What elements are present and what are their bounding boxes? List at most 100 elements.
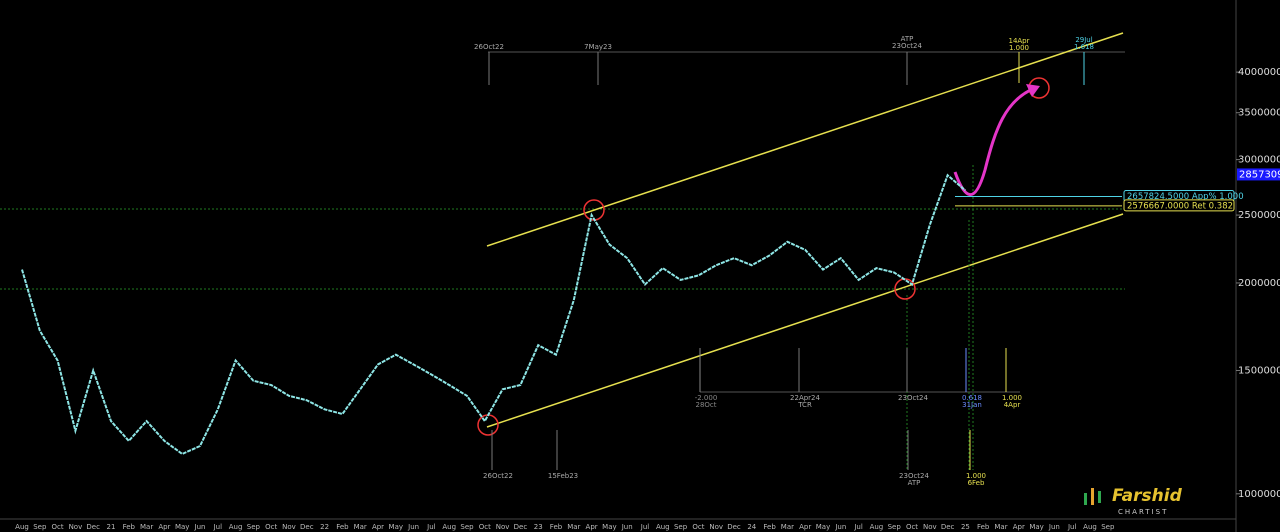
x-tick-label: Jun	[1048, 523, 1060, 531]
x-tick-label: Feb	[336, 523, 349, 531]
x-tick-label: 25	[961, 523, 970, 531]
y-tick-label: 2000000.0	[1238, 278, 1280, 289]
x-tick-label: Feb	[977, 523, 990, 531]
x-tick-label: Apr	[158, 523, 170, 531]
x-tick-label: Oct	[692, 523, 704, 531]
channel-line	[486, 32, 1124, 247]
x-tick-label: Feb	[123, 523, 136, 531]
x-tick-label: 23	[534, 523, 543, 531]
y-tick-label: 3500000.0	[1238, 108, 1280, 119]
x-tick-label: Apr	[799, 523, 811, 531]
x-tick-label: Dec	[300, 523, 314, 531]
x-tick-label: Aug	[1083, 523, 1097, 531]
x-tick-label: Oct	[906, 523, 918, 531]
logo-candle	[1098, 491, 1101, 503]
x-tick-label: Dec	[86, 523, 100, 531]
x-tick-label: May	[389, 523, 403, 531]
price-line	[21, 173, 967, 456]
logo-name: Farshid	[1112, 486, 1183, 506]
x-tick-label: Nov	[496, 523, 510, 531]
logo-subtitle: CHARTIST	[1118, 508, 1168, 516]
annotation-label: 26Oct22	[474, 43, 504, 51]
annotation-label: 1.000	[1002, 394, 1022, 402]
annotation-label: 4Apr	[1004, 401, 1021, 409]
x-tick-label: Jul	[1067, 523, 1077, 531]
y-tick-label: 2500000.0	[1238, 210, 1280, 221]
y-tick-label: 1000000.0	[1238, 489, 1280, 500]
x-tick-label: Apr	[1013, 523, 1025, 531]
channel-line	[486, 213, 1124, 428]
y-tick-label: 4000000.0	[1238, 67, 1280, 78]
x-tick-label: Sep	[674, 523, 688, 531]
x-tick-label: Dec	[727, 523, 741, 531]
x-tick-label: Mar	[567, 523, 580, 531]
x-tick-label: Feb	[550, 523, 563, 531]
x-tick-label: Mar	[994, 523, 1007, 531]
level-box	[1123, 199, 1235, 212]
x-tick-label: Aug	[15, 523, 29, 531]
x-tick-label: Apr	[372, 523, 384, 531]
annotation-label: 23Oct24	[892, 42, 922, 50]
annotation-label: ATP	[908, 479, 921, 487]
x-tick-label: Jul	[426, 523, 436, 531]
annotation-label: ATP	[901, 35, 914, 43]
x-tick-label: Jun	[194, 523, 206, 531]
annotation-label: 14Apr	[1008, 37, 1029, 45]
x-tick-label: Oct	[265, 523, 277, 531]
annotation-label: TCR	[797, 401, 812, 409]
x-tick-label: Nov	[709, 523, 723, 531]
x-tick-label: Nov	[69, 523, 83, 531]
x-tick-label: Sep	[247, 523, 261, 531]
x-tick-label: Nov	[282, 523, 296, 531]
x-tick-label: Dec	[941, 523, 955, 531]
logo: Farshid CHARTIST	[1084, 486, 1183, 516]
annotation-label: 26Oct22	[483, 472, 513, 480]
annotation-label: 29Jul	[1075, 36, 1092, 44]
price-marker-label: 2857309.	[1239, 169, 1280, 180]
annotation-label: 0.618	[962, 394, 982, 402]
x-tick-label: Jun	[621, 523, 633, 531]
x-tick-label: Aug	[656, 523, 670, 531]
x-tick-label: Dec	[514, 523, 528, 531]
x-tick-label: 24	[747, 523, 756, 531]
annotation-label: 31Jan	[962, 401, 982, 409]
annotation-label: 7May23	[584, 43, 612, 51]
x-tick-label: Mar	[140, 523, 153, 531]
level-label: 2576667.0000 Ret 0.382	[1127, 201, 1233, 211]
y-tick-label: 3000000.0	[1238, 155, 1280, 166]
annotation-label: 23Oct24	[898, 394, 928, 402]
x-tick-label: Jul	[213, 523, 223, 531]
x-tick-label: Jun	[407, 523, 419, 531]
x-tick-label: May	[1029, 523, 1043, 531]
x-tick-label: Feb	[763, 523, 776, 531]
x-tick-label: Jul	[640, 523, 650, 531]
annotation-label: -2.000	[695, 394, 718, 402]
x-tick-label: Aug	[442, 523, 456, 531]
logo-candle	[1084, 493, 1087, 505]
annotation-label: 28Oct	[695, 401, 716, 409]
annotation-label: 6Feb	[968, 479, 985, 487]
x-tick-label: Jul	[853, 523, 863, 531]
x-tick-label: 22	[320, 523, 329, 531]
x-tick-label: Sep	[1101, 523, 1115, 531]
level-label: 2657824.5000 App% 1.000	[1127, 192, 1244, 202]
annotation-label: 22Apr24	[790, 394, 820, 402]
annotation-label: 1.000	[1009, 44, 1029, 52]
logo-candle	[1091, 488, 1094, 505]
y-tick-label: 1500000.0	[1238, 365, 1280, 376]
x-tick-label: Mar	[354, 523, 367, 531]
annotation-label: 1.618	[1074, 43, 1094, 51]
x-tick-label: May	[816, 523, 830, 531]
annotation-label: 15Feb23	[548, 472, 578, 480]
x-tick-label: Apr	[586, 523, 598, 531]
x-tick-label: Aug	[229, 523, 243, 531]
x-tick-label: Jun	[834, 523, 846, 531]
projection-arrow	[953, 86, 1036, 196]
x-tick-label: Sep	[33, 523, 47, 531]
x-tick-label: Sep	[888, 523, 902, 531]
annotation-label: 23Oct24	[899, 472, 929, 480]
x-tick-label: Nov	[923, 523, 937, 531]
x-tick-label: May	[602, 523, 616, 531]
x-tick-label: Oct	[52, 523, 64, 531]
